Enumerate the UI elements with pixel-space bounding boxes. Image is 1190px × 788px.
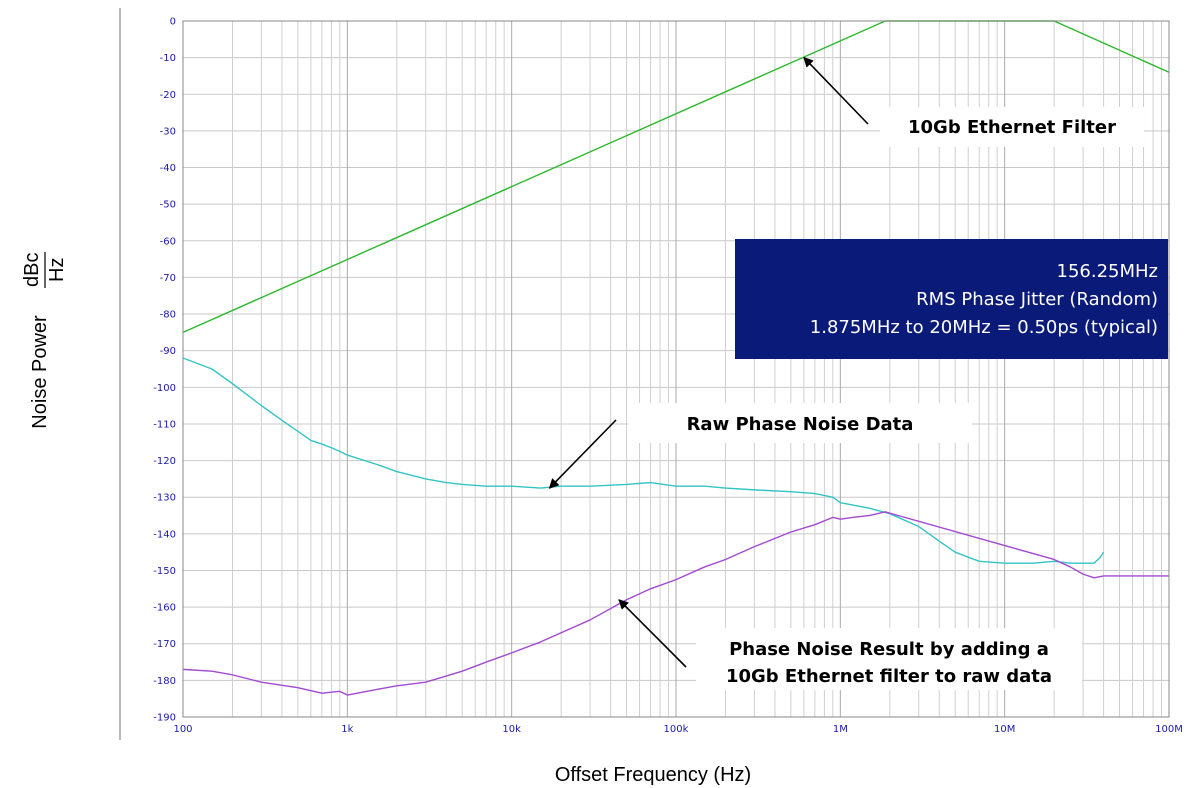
y-tick-label: 0 [170, 17, 176, 28]
y-axis-title: Noise Power dBc Hz [21, 252, 68, 429]
y-tick-label: -140 [153, 529, 176, 540]
annotation-result-arrow [618, 599, 687, 668]
series-line-2 [182, 511, 1169, 696]
x-tick-label: 10M [994, 724, 1015, 735]
y-tick-label: -70 [160, 273, 176, 284]
annotation-raw-arrow [548, 419, 617, 489]
annotation-raw-box [628, 403, 972, 443]
annotation-filter-label: 10Gb Ethernet Filter [908, 117, 1116, 138]
y-tick-label: -150 [153, 566, 176, 577]
annotation-raw: Raw Phase Noise Data [548, 403, 972, 489]
y-tick-label: -90 [160, 346, 176, 357]
y-tick-label: -10 [160, 53, 176, 64]
y-axis-unit-numerator: dBc [21, 253, 43, 287]
annotation-result-line2: 10Gb Ethernet filter to raw data [726, 666, 1052, 687]
y-tick-label: -180 [153, 676, 176, 687]
y-tick-label: -60 [160, 236, 176, 247]
y-tick-label: -160 [153, 603, 176, 614]
info-box: 156.25MHz RMS Phase Jitter (Random) 1.87… [735, 239, 1168, 359]
annotation-raw-label: Raw Phase Noise Data [687, 414, 914, 435]
annotation-filter-arrow [803, 56, 869, 125]
y-tick-label: -20 [160, 90, 176, 101]
x-tick-label: 100 [173, 724, 192, 735]
info-line-frequency: 156.25MHz [1057, 261, 1159, 282]
plot-frame [182, 20, 1170, 718]
y-tick-labels: 0 -10 -20 -30 -40 -50 -60 -70 -80 -90 -100 -110 -120… [153, 17, 176, 724]
annotation-filter: 10Gb Ethernet Filter [803, 56, 1144, 147]
y-tick-label: -80 [160, 310, 176, 321]
series-line-1 [182, 357, 1105, 564]
y-axis-title-text: Noise Power [29, 315, 51, 429]
y-tick-label: -50 [160, 200, 176, 211]
annotation-filter-box [880, 107, 1144, 147]
y-tick-label: -40 [160, 163, 176, 174]
annotation-result-line1: Phase Noise Result by adding a [729, 639, 1049, 660]
x-tick-label: 1k [341, 724, 353, 735]
y-tick-label: -190 [153, 713, 176, 724]
info-line-jitter-type: RMS Phase Jitter (Random) [916, 289, 1158, 310]
y-tick-label: -120 [153, 456, 176, 467]
annotation-result: Phase Noise Result by adding a 10Gb Ethe… [618, 599, 1082, 690]
y-tick-label: -110 [153, 419, 176, 430]
x-tick-labels: 100 1k 10k 100k 1M 10M 100M [173, 724, 1182, 735]
x-tick-label: 100M [1155, 724, 1183, 735]
info-box-background [735, 239, 1168, 359]
y-tick-label: -170 [153, 639, 176, 650]
info-line-jitter-value: 1.875MHz to 20MHz = 0.50ps (typical) [810, 317, 1158, 338]
y-tick-label: -30 [160, 126, 176, 137]
y-tick-label: -130 [153, 493, 176, 504]
x-tick-label: 1M [833, 724, 848, 735]
y-axis-unit-denominator: Hz [46, 258, 68, 282]
x-tick-label: 100k [664, 724, 689, 735]
x-axis-title: Offset Frequency (Hz) [555, 764, 751, 786]
y-tick-label: -100 [153, 383, 176, 394]
x-tick-label: 10k [502, 724, 521, 735]
annotation-result-box [696, 628, 1082, 690]
